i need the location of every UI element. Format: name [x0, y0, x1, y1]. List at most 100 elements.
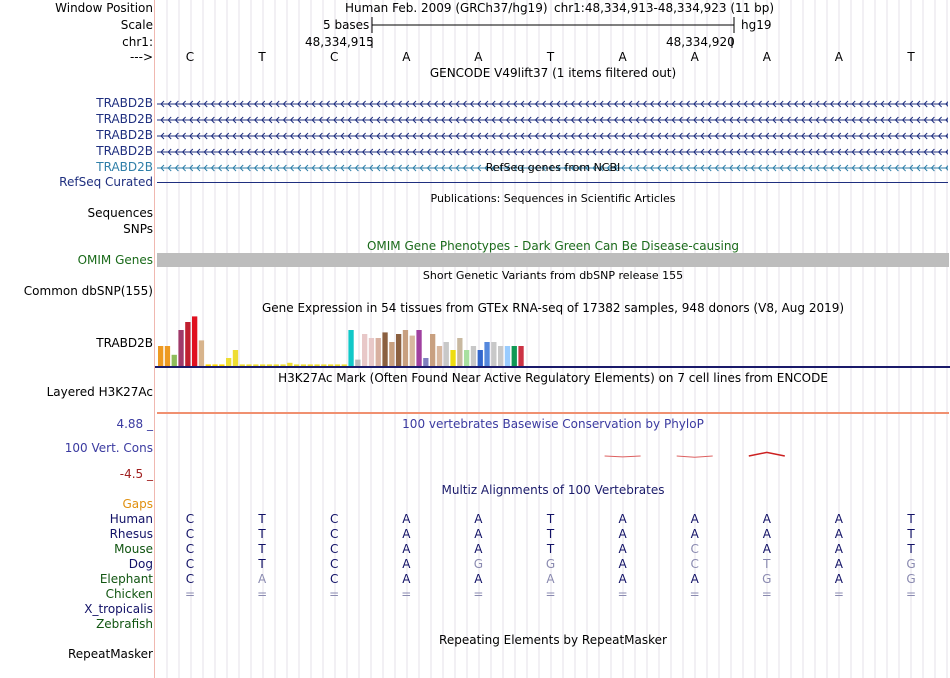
strand-chevron — [894, 132, 899, 140]
gencode-gene-feature[interactable] — [157, 114, 948, 124]
strand-chevron — [225, 132, 230, 140]
strand-chevron — [815, 100, 820, 108]
strand-chevron — [635, 132, 640, 140]
strand-chevron — [851, 164, 856, 172]
phylop-chart[interactable] — [157, 414, 949, 476]
phylop-label[interactable]: 100 Vert. Cons — [64, 441, 153, 455]
strand-chevron — [354, 148, 359, 156]
strand-chevron — [772, 100, 777, 108]
strand-chevron — [592, 116, 597, 124]
alignment-base: A — [402, 572, 411, 586]
snps-label[interactable]: SNPs — [123, 222, 153, 236]
species-label[interactable]: X_tropicalis — [84, 602, 153, 616]
strand-chevron — [628, 148, 633, 156]
strand-chevron — [808, 132, 813, 140]
species-label[interactable]: Chicken — [105, 587, 153, 601]
gencode-gene-label[interactable]: TRABD2B — [96, 160, 153, 174]
gaps-label[interactable]: Gaps — [122, 497, 153, 511]
strand-chevron — [390, 148, 395, 156]
gtex-chart[interactable] — [157, 310, 537, 368]
h3k27ac-label[interactable]: Layered H3K27Ac — [46, 385, 153, 399]
strand-chevron — [592, 148, 597, 156]
strand-chevron — [217, 148, 222, 156]
strand-chevron — [721, 132, 726, 140]
publications-label[interactable]: Sequences — [87, 206, 153, 220]
strand-chevron — [513, 116, 518, 124]
strand-chevron — [757, 100, 762, 108]
alignment-base: C — [329, 512, 339, 526]
strand-chevron — [268, 100, 273, 108]
strand-chevron — [527, 148, 532, 156]
strand-chevron — [678, 164, 683, 172]
gtex-label[interactable]: TRABD2B — [96, 336, 153, 350]
gencode-gene-label[interactable]: TRABD2B — [96, 112, 153, 126]
gtex-tissue-bar — [348, 330, 354, 366]
strand-chevron — [534, 116, 539, 124]
strand-chevron — [577, 116, 582, 124]
species-label[interactable]: Elephant — [99, 572, 153, 586]
gtex-tissue-bar — [402, 330, 409, 366]
strand-chevron — [916, 132, 921, 140]
strand-chevron — [844, 164, 849, 172]
strand-chevron — [225, 164, 230, 172]
species-label[interactable]: Human — [109, 512, 153, 526]
strand-chevron — [549, 164, 554, 172]
strand-chevron — [361, 132, 366, 140]
omim-label[interactable]: OMIM Genes — [77, 253, 153, 267]
strand-chevron — [383, 116, 388, 124]
base-letter: A — [474, 50, 483, 64]
strand-chevron — [167, 132, 172, 140]
strand-chevron — [469, 148, 474, 156]
base-letter: C — [185, 50, 195, 64]
strand-chevron — [282, 116, 287, 124]
strand-chevron — [930, 132, 935, 140]
gencode-gene-label[interactable]: TRABD2B — [96, 128, 153, 142]
gencode-gene-feature[interactable] — [157, 146, 948, 156]
strand-chevron — [570, 132, 575, 140]
strand-chevron — [707, 148, 712, 156]
refseq-line[interactable] — [157, 182, 948, 183]
repeatmasker-label[interactable]: RepeatMasker — [67, 647, 153, 661]
gencode-gene-feature[interactable] — [157, 162, 948, 172]
strand-chevron — [923, 116, 928, 124]
strand-chevron — [700, 164, 705, 172]
omim-bar[interactable] — [157, 253, 949, 267]
dbsnp-label[interactable]: Common dbSNP(155) — [23, 284, 153, 298]
species-label[interactable]: Rhesus — [109, 527, 153, 541]
alignment-base: T — [258, 557, 266, 571]
strand-chevron — [505, 132, 510, 140]
strand-chevron — [585, 116, 590, 124]
strand-chevron — [700, 100, 705, 108]
strand-chevron — [894, 164, 899, 172]
strand-chevron — [873, 100, 878, 108]
strand-chevron — [217, 132, 222, 140]
strand-chevron — [801, 148, 806, 156]
species-label[interactable]: Mouse — [114, 542, 153, 556]
strand-chevron — [865, 132, 870, 140]
strand-chevron — [347, 100, 352, 108]
strand-chevron — [880, 116, 885, 124]
strand-chevron — [441, 116, 446, 124]
species-label[interactable]: Dog — [128, 557, 153, 571]
strand-chevron — [318, 132, 323, 140]
strand-chevron — [793, 148, 798, 156]
strand-chevron — [887, 164, 892, 172]
strand-chevron — [837, 132, 842, 140]
refseq-label[interactable]: RefSeq Curated — [59, 175, 153, 189]
strand-chevron — [541, 164, 546, 172]
species-label[interactable]: Zebrafish — [96, 617, 153, 631]
strand-label[interactable]: ---> — [129, 50, 153, 64]
strand-chevron — [397, 148, 402, 156]
strand-chevron — [772, 116, 777, 124]
strand-chevron — [505, 116, 510, 124]
strand-chevron — [203, 164, 208, 172]
gencode-gene-feature[interactable] — [157, 98, 948, 108]
strand-chevron — [311, 148, 316, 156]
alignment-base: A — [762, 527, 771, 541]
scale-label: Scale — [120, 18, 153, 32]
gencode-gene-label[interactable]: TRABD2B — [96, 96, 153, 110]
gencode-gene-label[interactable]: TRABD2B — [96, 144, 153, 158]
strand-chevron — [750, 148, 755, 156]
gencode-gene-feature[interactable] — [157, 130, 948, 140]
gtex-tissue-bar — [307, 364, 313, 366]
